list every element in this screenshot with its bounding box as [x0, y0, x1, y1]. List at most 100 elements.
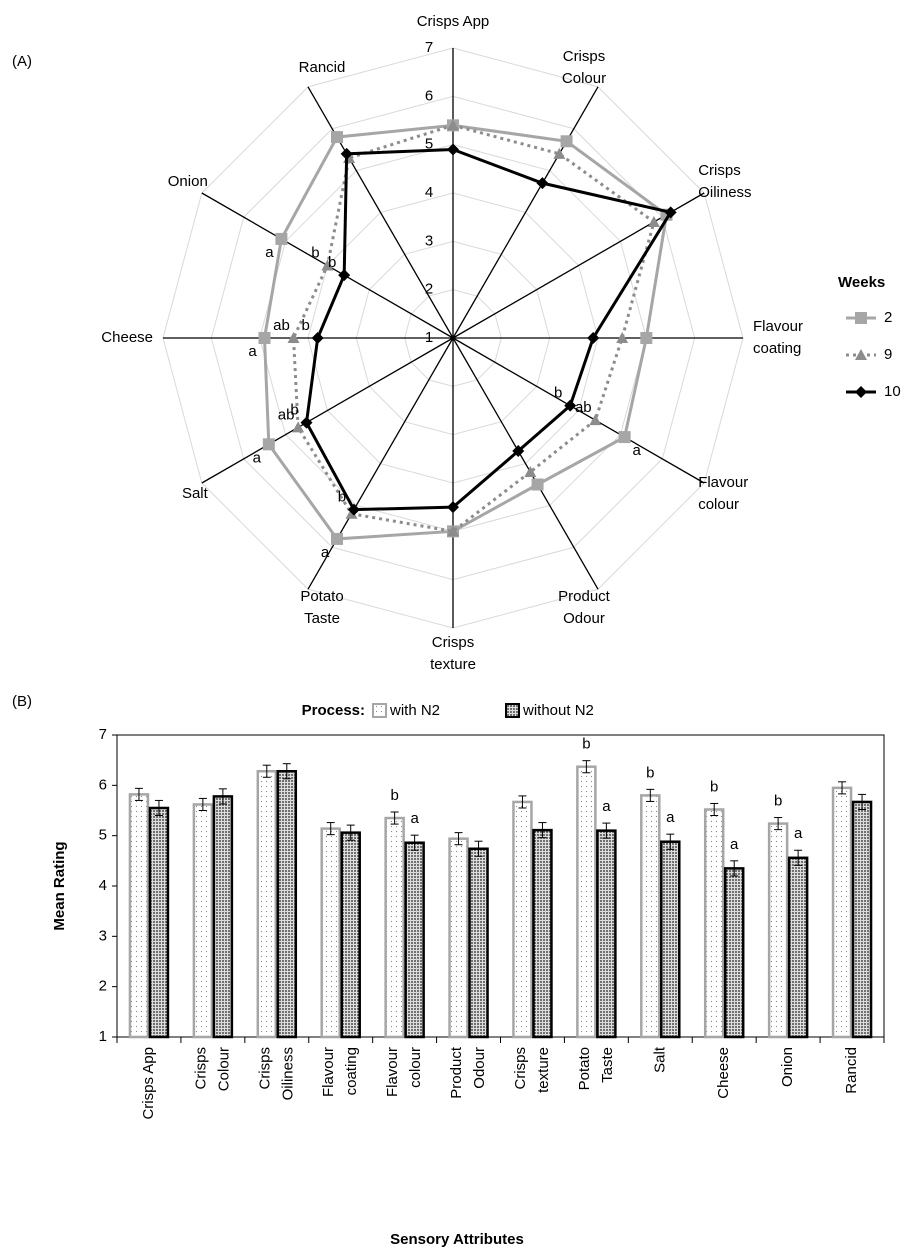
marker [531, 478, 544, 491]
y-tick-label: 7 [99, 726, 107, 743]
significance-letter: b [338, 489, 346, 506]
category-label: Crisps Colour [562, 48, 606, 87]
legend-label: 2 [884, 309, 892, 326]
marker [331, 131, 343, 144]
bar [532, 828, 553, 1039]
marker [275, 232, 288, 245]
marker [338, 269, 351, 282]
error-bar [474, 840, 483, 857]
error-bar [774, 817, 783, 831]
panel-label: (B) [12, 693, 32, 710]
y-tick-label: 6 [99, 776, 107, 793]
marker [647, 216, 660, 227]
marker [262, 438, 275, 451]
legend-label: 10 [884, 383, 901, 400]
x-tick-label: Crisps Colour [192, 1047, 232, 1091]
marker [587, 332, 600, 344]
bar [851, 800, 873, 1039]
series-line [304, 147, 674, 512]
bar [448, 837, 469, 1039]
bar [256, 769, 278, 1039]
bar [576, 765, 597, 1039]
category-label: Salt [182, 485, 209, 502]
marker [447, 143, 459, 156]
legend-title: Process: [302, 702, 365, 719]
marker [292, 421, 305, 433]
bar [192, 803, 214, 1039]
significance-letter: b [311, 244, 319, 261]
bar [703, 808, 725, 1039]
bar [640, 794, 661, 1039]
marker [287, 332, 300, 343]
marker [618, 431, 631, 444]
error-bar [390, 811, 399, 825]
significance-letter: a [666, 809, 675, 826]
x-tick-label: Flavour colour [384, 1047, 424, 1097]
error-bar [134, 787, 143, 801]
bar [787, 856, 809, 1039]
category-label: Flavour colour [698, 474, 748, 513]
r-tick-label: 5 [425, 136, 433, 153]
marker [855, 312, 867, 324]
marker [524, 465, 537, 477]
error-bar [518, 795, 527, 809]
x-tick-label: Salt [651, 1046, 668, 1073]
r-tick-label: 3 [425, 232, 433, 249]
marker [447, 501, 459, 514]
marker [553, 147, 566, 159]
marker [589, 414, 602, 426]
bar [276, 769, 298, 1039]
bar [468, 847, 489, 1039]
bar [384, 816, 405, 1039]
significance-letter: b [646, 764, 654, 781]
significance-letter: b [710, 778, 718, 795]
marker [536, 177, 549, 190]
significance-letter: b [328, 254, 336, 271]
error-bar [410, 834, 419, 851]
marker [855, 386, 867, 398]
r-tick-label: 6 [425, 87, 433, 104]
significance-letter: a [632, 442, 641, 459]
y-tick-label: 4 [99, 877, 107, 894]
axis-line [452, 337, 599, 590]
r-tick-label: 7 [425, 39, 433, 56]
category-label: Crisps texture [430, 634, 476, 673]
r-tick-label: 4 [425, 184, 433, 201]
axis-line [307, 337, 454, 590]
significance-letter: b [582, 736, 590, 753]
marker [512, 445, 525, 458]
significance-letter: a [730, 836, 739, 853]
significance-letter: b [774, 793, 782, 810]
x-tick-label: Onion [779, 1047, 796, 1087]
error-bar [666, 833, 675, 850]
legend-swatch [372, 703, 387, 718]
y-tick-label: 5 [99, 827, 107, 844]
significance-letter: ab [575, 399, 592, 416]
marker [616, 332, 629, 343]
error-bar [218, 788, 227, 805]
error-bar [326, 822, 335, 836]
x-tick-label: Crisps Oiliness [256, 1047, 296, 1100]
significance-letter: b [390, 787, 398, 804]
category-label: Potato Taste [300, 588, 343, 627]
r-tick-label: 1 [425, 329, 433, 346]
significance-letter: ab [278, 406, 295, 423]
bar [831, 786, 853, 1039]
marker [300, 416, 313, 429]
error-bar [154, 799, 163, 817]
significance-letter: b [301, 317, 309, 334]
error-bar [794, 849, 803, 866]
panel-label: (A) [12, 53, 32, 70]
significance-letter: ab [273, 317, 290, 334]
category-label: Flavour coating [753, 318, 803, 357]
bar [767, 822, 789, 1039]
category-label: Rancid [299, 59, 346, 76]
significance-letter: a [794, 825, 803, 842]
significance-letter: a [410, 810, 419, 827]
bar [212, 795, 234, 1039]
x-tick-label: Crisps App [140, 1047, 157, 1120]
bar [660, 840, 681, 1039]
error-bar [858, 793, 867, 810]
axis-line [452, 86, 599, 339]
significance-letter: a [253, 449, 262, 466]
